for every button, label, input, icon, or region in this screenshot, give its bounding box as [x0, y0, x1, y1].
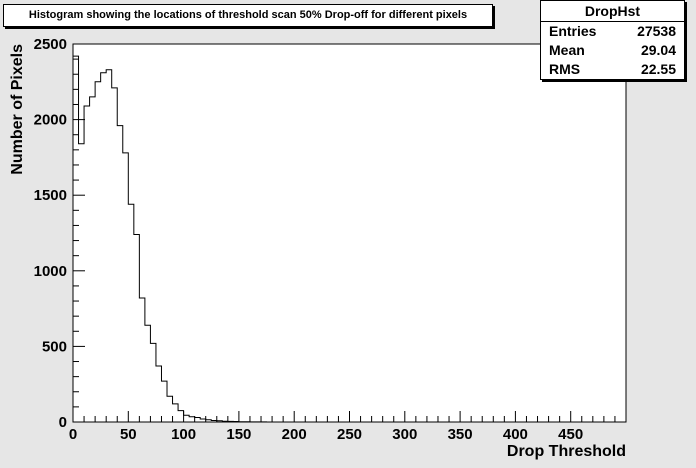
- x-tick-label: 450: [558, 426, 583, 443]
- y-axis-title: Number of Pixels: [9, 44, 26, 175]
- y-tick-label: 0: [59, 414, 67, 431]
- y-tick-label: 2000: [34, 112, 67, 129]
- x-tick-label: 0: [69, 426, 77, 443]
- stats-value: 29.04: [640, 42, 676, 58]
- stats-box: DropHst Entries 27538 Mean 29.04 RMS 22.…: [540, 0, 685, 80]
- y-tick-label: 2500: [34, 36, 67, 53]
- chart-title: Histogram showing the locations of thres…: [3, 4, 493, 27]
- x-tick-label: 50: [120, 426, 137, 443]
- x-tick-label: 100: [171, 426, 196, 443]
- stats-label: Mean: [549, 42, 585, 58]
- x-tick-label: 200: [282, 426, 307, 443]
- stats-value: 22.55: [640, 61, 676, 77]
- stats-row-mean: Mean 29.04: [541, 41, 684, 60]
- plot-frame: [72, 43, 627, 423]
- stats-row-rms: RMS 22.55: [541, 60, 684, 79]
- histogram-series: [72, 55, 626, 423]
- stats-value: 27538: [637, 23, 676, 39]
- stats-label: RMS: [549, 61, 581, 77]
- x-tick-label: 300: [392, 426, 417, 443]
- y-tick-label: 500: [42, 338, 67, 355]
- x-tick-label: 250: [337, 426, 362, 443]
- x-axis-title: Drop Threshold: [507, 443, 626, 460]
- y-tick-label: 1500: [34, 187, 67, 204]
- y-tick-label: 1000: [34, 263, 67, 280]
- x-tick-label: 150: [226, 426, 251, 443]
- stats-box-title: DropHst: [541, 1, 684, 22]
- stats-row-entries: Entries 27538: [541, 22, 684, 41]
- x-tick-label: 400: [503, 426, 528, 443]
- axis-ticks: 0 50 100 150 200 250 300 350 400 450 0 500 1000 1500 2…: [34, 36, 627, 443]
- stats-label: Entries: [549, 23, 597, 39]
- x-tick-label: 350: [448, 426, 473, 443]
